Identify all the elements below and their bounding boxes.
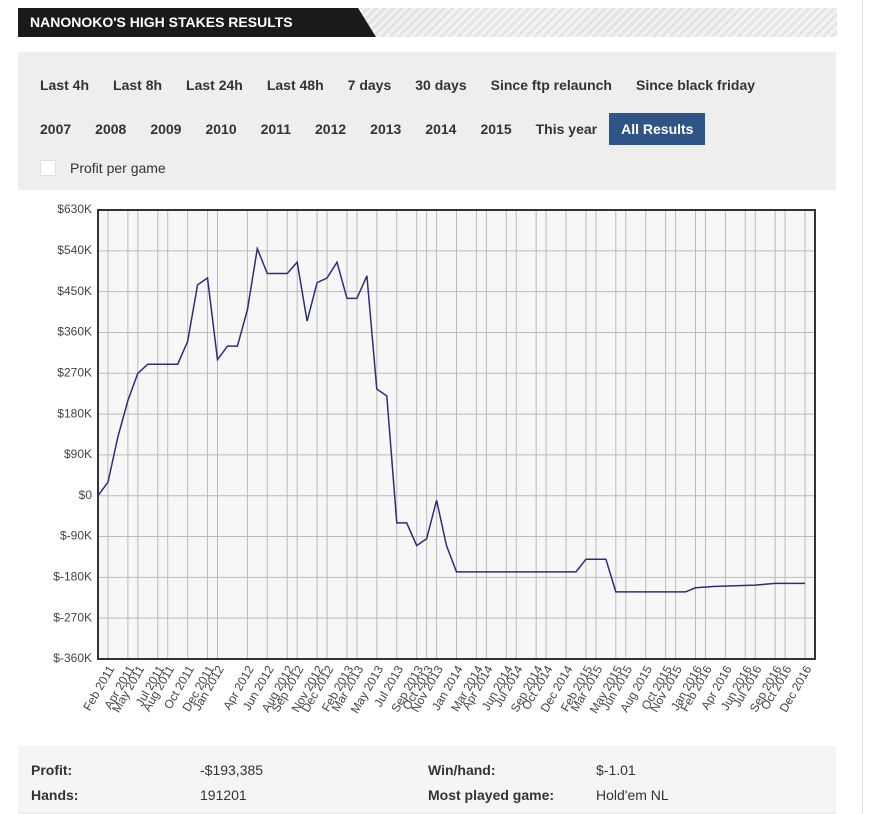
y-tick-label: $-180K <box>53 570 92 584</box>
y-tick-label: $450K <box>57 284 92 298</box>
filter-button[interactable]: 2009 <box>150 121 182 137</box>
stat-label: Win/hand: <box>428 762 496 778</box>
y-tick-label: $540K <box>57 243 92 257</box>
filter-button[interactable]: 2011 <box>260 121 291 137</box>
filter-button[interactable]: 2008 <box>95 121 127 137</box>
chart: $-360K $-270K $-180K $-90K $0 $90K $180K $270K $… <box>18 190 836 746</box>
y-tick-label: $-270K <box>53 610 92 624</box>
stats: Profit: -$193,385 Win/hand: $-1.01 Hands… <box>18 746 836 812</box>
y-tick-label: $630K <box>57 202 92 216</box>
filter-button[interactable]: Last 8h <box>113 77 163 93</box>
filter-button[interactable]: 2015 <box>480 121 512 137</box>
filter-button[interactable]: 7 days <box>347 77 392 93</box>
header-title: NANONOKO'S HIGH STAKES RESULTS <box>18 8 376 37</box>
stat-label: Most played game: <box>428 787 555 803</box>
stat-label: Profit: <box>31 762 73 778</box>
filter-button[interactable]: 2010 <box>205 121 237 137</box>
y-tick-label: $-90K <box>60 529 92 543</box>
y-tick-label: $0 <box>79 488 93 502</box>
filter-button[interactable]: All Results <box>609 113 706 145</box>
filter-row: 2007 2008 2009 2010 2011 2012 2013 2014 2015 This… <box>28 113 706 145</box>
scrollbar <box>862 0 863 814</box>
filter-button[interactable]: Since black friday <box>635 77 756 93</box>
filter-button[interactable]: 30 days <box>415 77 467 93</box>
y-tick-label: $180K <box>57 406 92 420</box>
stat-value: $-1.01 <box>596 762 636 778</box>
filter-row: Last 4h Last 8h Last 24h Last 48h 7 days 30 d… <box>28 69 767 101</box>
y-tick-label: $-360K <box>53 651 92 665</box>
y-tick-label: $90K <box>64 447 92 461</box>
profit-line <box>97 245 805 593</box>
filter-button[interactable]: 2012 <box>315 121 347 137</box>
filter-button[interactable]: 2014 <box>425 121 457 137</box>
filter-button[interactable]: 2007 <box>40 121 72 137</box>
checkbox-label: Profit per game <box>70 160 166 176</box>
stat-value: 191201 <box>200 787 247 803</box>
filter-button[interactable]: Since ftp relaunch <box>490 77 612 93</box>
filter-button[interactable]: 2013 <box>370 121 402 137</box>
checkbox-box[interactable] <box>40 160 56 176</box>
stat-label: Hands: <box>31 787 79 803</box>
checkbox[interactable]: Profit per game <box>40 160 166 176</box>
stat-value: -$193,385 <box>200 762 264 778</box>
filter-button[interactable]: Last 48h <box>266 77 324 93</box>
filter-button[interactable]: Last 24h <box>186 77 243 93</box>
plot-border <box>97 209 816 660</box>
filter-button[interactable]: Last 4h <box>40 77 90 93</box>
filter-button[interactable]: This year <box>535 121 598 137</box>
y-tick-label: $360K <box>57 325 92 339</box>
stat-value: Hold'em NL <box>596 787 669 803</box>
y-tick-label: $270K <box>57 365 92 379</box>
header: NANONOKO'S HIGH STAKES RESULTS <box>18 8 837 37</box>
